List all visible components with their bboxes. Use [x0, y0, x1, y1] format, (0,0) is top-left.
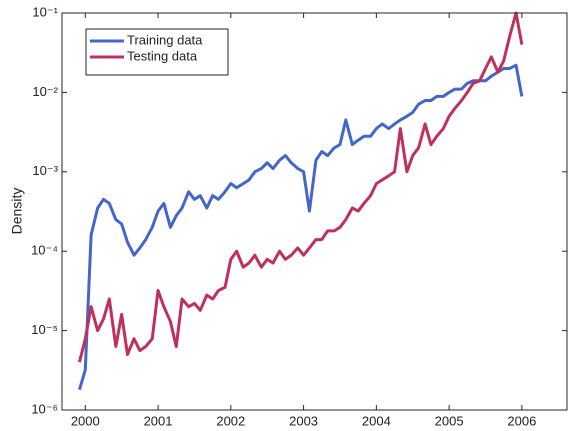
- x-tick-label: 2005: [435, 413, 464, 428]
- legend-box: [85, 28, 229, 76]
- x-tick-label: 2003: [289, 413, 318, 428]
- x-tick-label: 2006: [507, 413, 536, 428]
- y-axis-label: Density: [9, 188, 25, 235]
- y-tick-label: 10⁻⁴: [31, 243, 58, 258]
- x-tick-label: 2000: [71, 413, 100, 428]
- line-series: [78, 11, 524, 363]
- y-tick-label: 10⁻¹: [32, 4, 58, 19]
- y-tick-label: 10⁻⁵: [31, 322, 58, 337]
- x-tick-label: 2001: [144, 413, 173, 428]
- x-tick-label: 2004: [362, 413, 391, 428]
- y-tick-label: 10⁻²: [32, 84, 58, 99]
- legend-label: Training data: [127, 32, 203, 47]
- y-tick-label: 10⁻³: [32, 163, 58, 178]
- x-tick-label: 2002: [216, 413, 245, 428]
- y-tick-label: 10⁻⁶: [31, 401, 58, 416]
- axes-box: [61, 12, 568, 411]
- line-series: [78, 63, 524, 391]
- legend-label: Testing data: [127, 48, 198, 63]
